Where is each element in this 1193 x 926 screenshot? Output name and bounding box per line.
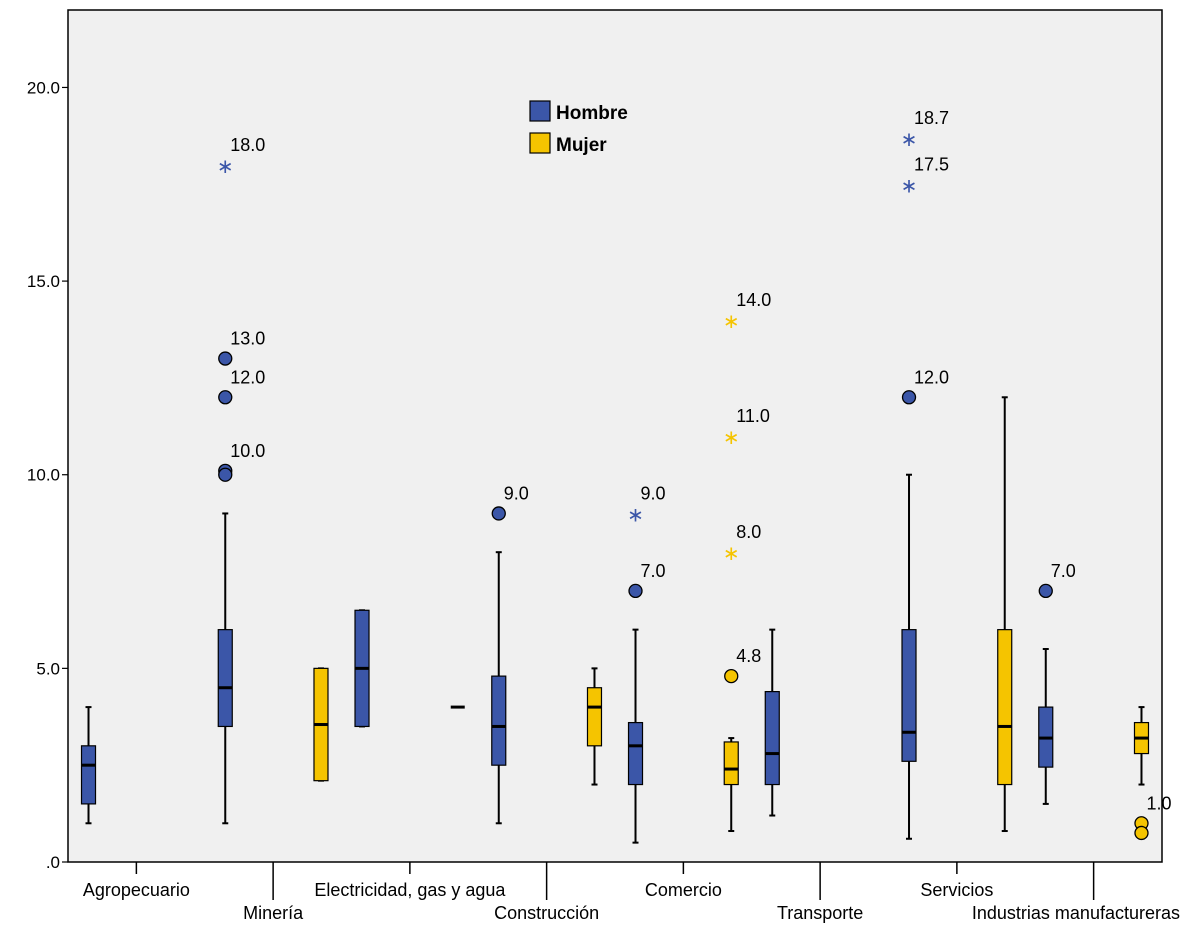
extreme-marker: ∗ (217, 156, 234, 178)
y-tick-label: 10.0 (27, 466, 60, 485)
extreme-marker: ∗ (723, 427, 740, 449)
outlier-marker (901, 390, 917, 405)
box-iqr (627, 721, 644, 786)
box-group: 1.0 (1133, 706, 1172, 841)
y-tick-label: 15.0 (27, 272, 60, 291)
y-axis: .0 5.0 10.0 15.0 20.0 (27, 78, 68, 872)
extreme-marker: ∗ (723, 543, 740, 565)
outlier-label: 8.0 (736, 522, 761, 542)
box-group (586, 667, 603, 786)
box-group: ∗18.0 13.0 12.0 10.0 (217, 135, 265, 825)
x-category-label: Transporte (777, 903, 863, 923)
outlier-marker (1038, 583, 1053, 599)
box-iqr (997, 629, 1013, 786)
y-tick-label: 5.0 (36, 659, 60, 678)
outlier-label: 13.0 (230, 329, 265, 349)
x-category-label: Comercio (645, 880, 722, 900)
x-category-label: Electricidad, gas y agua (314, 880, 506, 900)
box-group: ∗18.7∗17.512.0 (901, 108, 949, 840)
y-tick-label: .0 (46, 853, 60, 872)
box-group: 9.0 (491, 483, 529, 825)
outlier-label: 10.0 (230, 441, 265, 461)
extreme-marker: ∗ (627, 504, 644, 526)
extreme-marker: ∗ (901, 175, 918, 197)
legend-swatch-mujer (529, 132, 551, 154)
box-iqr (586, 687, 603, 747)
outlier-label: 17.5 (914, 154, 949, 174)
x-category-label: Minería (243, 903, 304, 923)
legend: Hombre Mujer (529, 100, 628, 156)
outlier-label: 1.0 (1146, 793, 1171, 813)
box-group (764, 628, 780, 817)
legend-swatch-hombre (529, 100, 551, 122)
plot-area (67, 9, 1163, 863)
box-iqr (723, 741, 739, 786)
legend-label-mujer: Mujer (556, 135, 607, 156)
x-category-label: Agropecuario (83, 880, 190, 900)
outlier-marker (218, 467, 233, 482)
outlier-marker (218, 351, 233, 366)
outlier-label: 7.0 (641, 561, 666, 581)
box-group: 7.0 (1038, 561, 1076, 805)
x-category-label: Servicios (920, 880, 993, 900)
outlier-label: 7.0 (1051, 561, 1076, 581)
x-axis: Agropecuario Minería Electricidad, gas y a… (83, 862, 1180, 923)
outlier-label: 14.0 (736, 290, 771, 310)
outlier-marker (218, 390, 233, 405)
y-tick-label: 20.0 (27, 78, 60, 97)
outlier-label: 11.0 (736, 406, 770, 426)
outlier-marker (724, 668, 739, 684)
outlier-label: 9.0 (641, 483, 666, 503)
box-group: ∗9.0 7.0 (627, 483, 666, 844)
outlier-label: 18.7 (914, 108, 949, 128)
box-group (354, 609, 370, 728)
box-iqr (901, 629, 917, 762)
outlier-label: 12.0 (914, 367, 949, 387)
outlier-label: 12.0 (230, 367, 265, 387)
box-group (313, 667, 329, 782)
extreme-marker: ∗ (723, 311, 740, 333)
box-iqr (491, 675, 507, 766)
outlier-label: 9.0 (504, 483, 529, 503)
outlier-label: 18.0 (230, 135, 265, 155)
extreme-marker: ∗ (901, 129, 918, 151)
box-group: ∗14.0∗11.0∗8.04.8 (723, 290, 771, 833)
x-category-label: Construcción (494, 903, 599, 923)
legend-label-hombre: Hombre (556, 103, 628, 124)
outlier-marker (491, 506, 506, 521)
box-series: ∗18.013.012.010.09.0∗9.07.0∗18.7∗17.512.… (80, 108, 1172, 844)
outlier-label: 4.8 (736, 646, 761, 666)
outlier-marker (628, 583, 643, 599)
box-iqr (764, 690, 780, 786)
box-iqr (80, 745, 97, 805)
box-iqr (217, 629, 233, 728)
box-group (997, 396, 1013, 833)
outlier-marker (1134, 825, 1149, 841)
x-category-label: Industrias manufactureras (972, 903, 1180, 923)
box-group (80, 706, 97, 825)
